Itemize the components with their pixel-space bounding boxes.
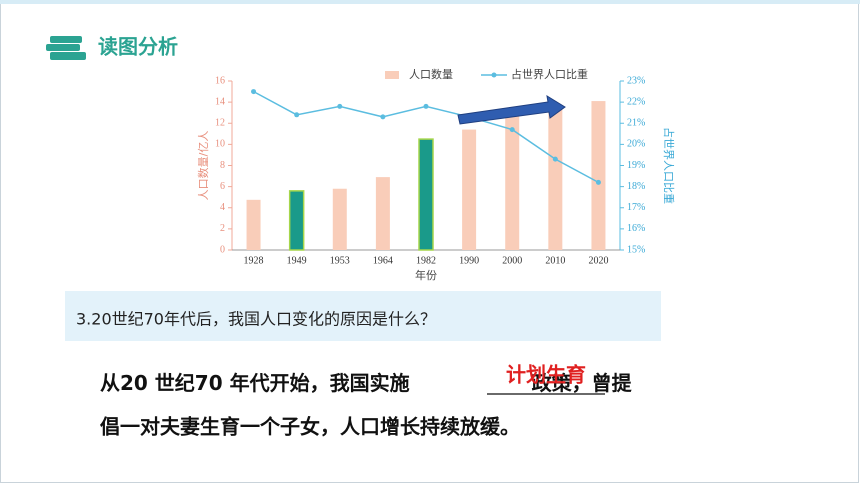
legend-label: 占世界人口比重: [511, 67, 588, 81]
x-tick-label: 1982: [416, 255, 436, 266]
header-title: 读图分析: [98, 35, 178, 59]
x-axis-label: 年份: [415, 268, 437, 282]
answer-line: 从20 世纪70 年代开始，我国实施 政策，曾提: [100, 371, 633, 395]
y2-axis-label: 占世界人口比重: [662, 127, 676, 204]
top-bar: [0, 0, 860, 4]
y-axis-label: 人口数量/亿人: [197, 131, 210, 201]
answer-after: 政策，曾提: [532, 371, 633, 395]
x-tick-label: 1990: [459, 255, 479, 266]
question-box: [65, 291, 661, 341]
y-tick-label: 14: [215, 96, 225, 107]
bar: [462, 129, 477, 250]
line-point: [595, 179, 601, 185]
x-tick-label: 1953: [330, 255, 350, 266]
bar: [246, 199, 261, 250]
bar: [548, 108, 563, 251]
question-text: 3.20世纪70年代后，我国人口变化的原因是什么？: [76, 310, 436, 329]
bar: [505, 115, 520, 250]
line-point: [423, 103, 429, 109]
trend-arrow: [457, 95, 566, 125]
x-tick-label: 2010: [545, 255, 565, 266]
x-tick-label: 2020: [588, 255, 608, 266]
y2-tick-label: 23%: [627, 75, 645, 86]
y-tick-label: 2: [220, 223, 225, 234]
y-tick-label: 8: [220, 160, 225, 171]
y2-tick-label: 17%: [627, 202, 645, 213]
line-point: [294, 112, 300, 118]
legend-swatch: [385, 71, 399, 79]
y2-tick-label: 20%: [627, 139, 645, 150]
bar: [288, 190, 305, 251]
legend-label: 人口数量: [409, 68, 453, 81]
bar: [375, 177, 390, 250]
bar: [332, 188, 347, 250]
x-tick-label: 1964: [373, 255, 393, 266]
line-point: [251, 89, 257, 95]
x-tick-label: 1928: [244, 255, 264, 266]
line-point: [509, 127, 515, 133]
line-point: [552, 156, 558, 162]
x-tick-label: 1949: [287, 255, 307, 266]
bar: [418, 138, 434, 251]
answer-line-2: 倡一对夫妻生育一个子女，人口增长持续放缓。: [99, 415, 520, 439]
bar: [591, 101, 606, 250]
y2-tick-label: 18%: [627, 181, 645, 192]
y2-tick-label: 21%: [627, 118, 645, 129]
y-tick-label: 0: [220, 244, 225, 255]
y2-tick-label: 19%: [627, 160, 645, 171]
y-tick-label: 16: [215, 75, 225, 86]
line-point: [337, 103, 343, 109]
y-tick-label: 6: [220, 181, 225, 192]
y-tick-label: 4: [220, 202, 225, 213]
answer-before: 从20 世纪70 年代开始，我国实施: [100, 371, 410, 395]
chart: 0 2 4 6 8 10 12 14 16 15% 16% 17% 18% 19% 20% 21% 22% 23%…: [197, 67, 676, 282]
y2-tick-label: 22%: [627, 96, 645, 107]
x-tick-label: 2000: [502, 255, 522, 266]
y2-tick-label: 15%: [627, 244, 645, 255]
book-icon: [46, 36, 86, 60]
y2-tick-label: 16%: [627, 223, 645, 234]
answer-blank: 计划生育: [506, 363, 586, 387]
y-tick-label: 12: [215, 118, 225, 129]
y-tick-label: 10: [215, 139, 225, 150]
legend-swatch: [491, 72, 497, 78]
line-point: [380, 114, 386, 120]
